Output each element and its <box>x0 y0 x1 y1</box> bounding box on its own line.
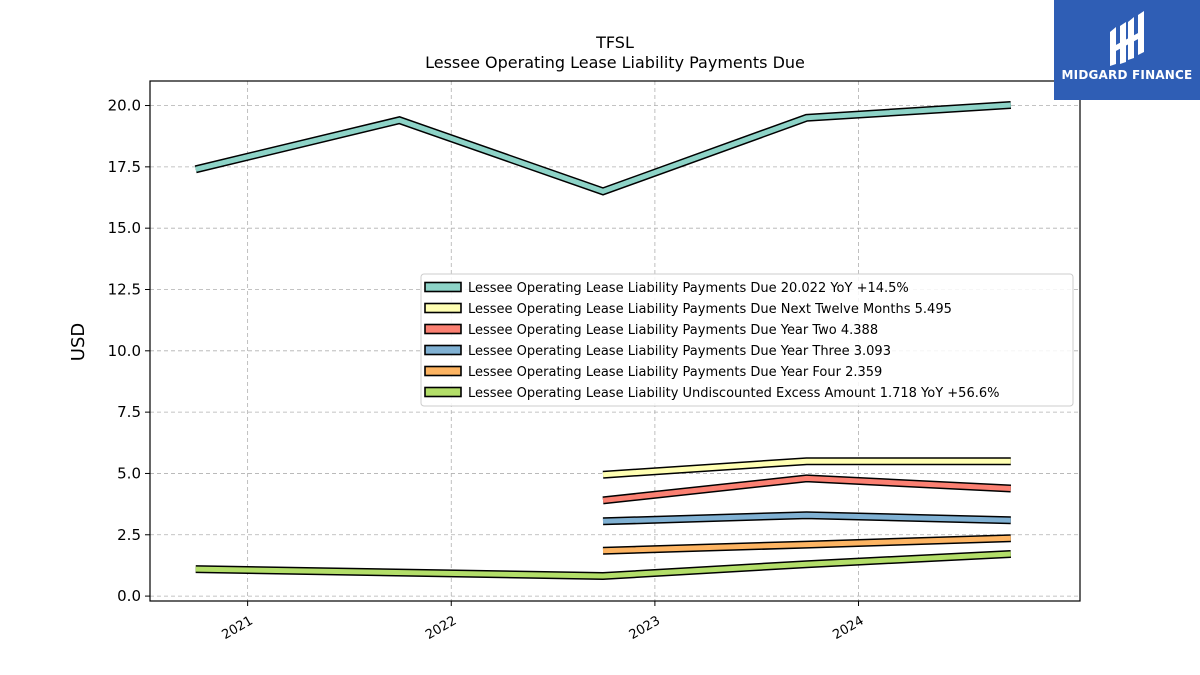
series-line-1 <box>194 101 1012 196</box>
y-tick-label: 2.5 <box>117 526 141 544</box>
legend-entry: Lessee Operating Lease Liability Payment… <box>468 365 882 380</box>
series-line-6 <box>195 550 1011 581</box>
logo-text: MIDGARD FINANCE <box>1061 68 1193 82</box>
chart-title: TFSL <box>595 33 634 52</box>
legend-entry: Lessee Operating Lease Liability Payment… <box>468 344 891 359</box>
plot-frame <box>149 80 1081 602</box>
y-axis-label: USD <box>68 323 89 361</box>
legend-swatch <box>424 302 462 314</box>
y-tick-label: 0.0 <box>117 587 141 605</box>
legend-entry: Lessee Operating Lease Liability Undisco… <box>468 386 999 401</box>
midgard-finance-logo: MIDGARD FINANCE <box>1054 0 1200 100</box>
series-stroke <box>602 475 1011 503</box>
y-tick-label: 5.0 <box>117 464 141 482</box>
logo-mark-icon <box>1110 11 1144 66</box>
y-tick-label: 12.5 <box>108 280 141 298</box>
legend-entry: Lessee Operating Lease Liability Payment… <box>468 323 878 338</box>
series-outline <box>602 474 1011 505</box>
y-tick-label: 20.0 <box>108 97 141 115</box>
series-stroke <box>602 535 1011 554</box>
y-tick-label: 7.5 <box>117 403 141 421</box>
legend-swatch <box>424 323 462 335</box>
y-tick-label: 17.5 <box>108 158 141 176</box>
y-tick-label: 15.0 <box>108 219 141 237</box>
series-outline <box>194 101 1012 196</box>
x-tick-label: 2024 <box>830 613 866 643</box>
series-line-3 <box>602 474 1011 505</box>
series-lines <box>194 101 1012 581</box>
series-line-4 <box>602 511 1011 526</box>
x-tick-label: 2022 <box>423 613 459 643</box>
legend-swatch <box>424 386 462 398</box>
legend-swatch <box>424 365 462 377</box>
y-axis-ticks: 0.0 2.5 5.0 7.5 10.0 12.5 15.0 17.5 20.0 <box>108 97 150 605</box>
legend-swatch <box>424 281 462 293</box>
legend: Lessee Operating Lease Liability Payment… <box>420 273 1074 407</box>
series-line-2 <box>602 457 1011 479</box>
x-tick-label: 2023 <box>627 613 663 643</box>
y-tick-label: 10.0 <box>108 342 141 360</box>
chart-subtitle: Lessee Operating Lease Liability Payment… <box>425 53 805 72</box>
series-stroke <box>602 512 1011 524</box>
legend-box <box>420 273 1074 407</box>
legend-swatch <box>424 344 462 356</box>
series-stroke <box>195 102 1011 195</box>
series-line-5 <box>602 534 1011 555</box>
x-axis-ticks: 2021 2022 2023 2024 <box>219 601 867 643</box>
legend-entry: Lessee Operating Lease Liability Payment… <box>468 281 909 296</box>
x-tick-label: 2021 <box>219 613 255 643</box>
series-stroke <box>195 551 1011 579</box>
legend-entry: Lessee Operating Lease Liability Payment… <box>468 302 952 317</box>
series-stroke <box>602 458 1011 478</box>
